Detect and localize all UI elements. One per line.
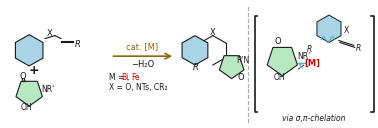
Text: X = O, NTs, CR₂: X = O, NTs, CR₂ [108, 83, 167, 92]
Text: O: O [274, 37, 280, 46]
Text: Bi: Bi [121, 73, 129, 82]
Text: M =: M = [108, 73, 126, 82]
Text: R: R [193, 63, 199, 72]
Polygon shape [182, 36, 208, 65]
Text: R: R [307, 45, 312, 54]
Text: O: O [237, 73, 244, 82]
Polygon shape [267, 47, 297, 76]
Text: ,: , [127, 73, 132, 82]
Text: R: R [75, 40, 81, 49]
Text: −H₂O: −H₂O [131, 60, 154, 70]
Text: NR': NR' [41, 85, 54, 94]
Text: NR': NR' [297, 52, 310, 61]
Polygon shape [317, 15, 341, 42]
Polygon shape [15, 35, 43, 66]
Text: OH: OH [274, 73, 285, 82]
Text: R: R [356, 44, 361, 53]
Text: [M]: [M] [304, 58, 320, 68]
Text: via σ,π-chelation: via σ,π-chelation [282, 114, 346, 123]
Text: OH: OH [20, 103, 32, 111]
Text: cat. [M]: cat. [M] [126, 42, 158, 51]
Text: O: O [20, 72, 26, 81]
Text: R'N: R'N [237, 56, 250, 65]
Text: Fe: Fe [132, 73, 140, 82]
Text: +: + [29, 64, 39, 77]
Text: X: X [47, 29, 53, 38]
Polygon shape [219, 56, 244, 79]
Polygon shape [16, 81, 42, 106]
Text: X: X [210, 28, 216, 37]
Text: X: X [344, 26, 349, 35]
